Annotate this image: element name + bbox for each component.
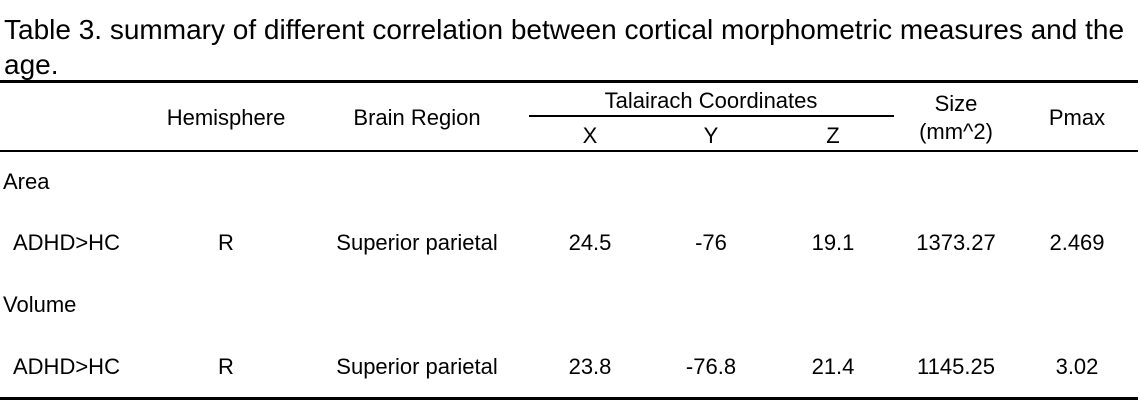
table-cell-region: Superior parietal xyxy=(336,354,498,379)
header-brain-region: Brain Region xyxy=(353,105,481,130)
header-size-line1: Size xyxy=(934,91,978,116)
header-y: Y xyxy=(703,123,719,148)
section-label-area: Area xyxy=(3,169,50,194)
table-cell-z: 21.4 xyxy=(811,354,855,379)
table-cell-contrast: ADHD>HC xyxy=(13,354,120,379)
table-cell-x: 24.5 xyxy=(568,230,612,255)
header-size: Size (mm^2) xyxy=(919,90,993,146)
header-size-line2: (mm^2) xyxy=(919,119,993,144)
table-cell-pmax: 3.02 xyxy=(1055,354,1099,379)
table-cell-pmax: 2.469 xyxy=(1049,230,1105,255)
talairach-group-rule xyxy=(529,115,894,117)
header-pmax: Pmax xyxy=(1048,105,1106,130)
table-cell-y: -76.8 xyxy=(685,354,737,379)
table-cell-region: Superior parietal xyxy=(336,230,498,255)
header-z: Z xyxy=(826,123,840,148)
header-rule xyxy=(0,150,1138,152)
header-hemisphere: Hemisphere xyxy=(166,105,286,130)
table-cell-x: 23.8 xyxy=(568,354,612,379)
table-cell-size: 1145.25 xyxy=(917,354,995,379)
table-cell-hemisphere: R xyxy=(218,354,234,379)
table-cell-contrast: ADHD>HC xyxy=(13,230,120,255)
bottom-rule xyxy=(0,397,1138,400)
header-x: X xyxy=(582,123,598,148)
top-rule xyxy=(0,80,1138,83)
table-caption: Table 3. summary of different correlatio… xyxy=(4,14,1125,80)
table-cell-y: -76 xyxy=(695,230,727,255)
section-label-volume: Volume xyxy=(3,292,77,317)
table-cell-size: 1373.27 xyxy=(916,230,996,255)
table-cell-hemisphere: R xyxy=(218,230,234,255)
table-cell-z: 19.1 xyxy=(811,230,855,255)
header-talairach-coordinates: Talairach Coordinates xyxy=(604,88,818,113)
